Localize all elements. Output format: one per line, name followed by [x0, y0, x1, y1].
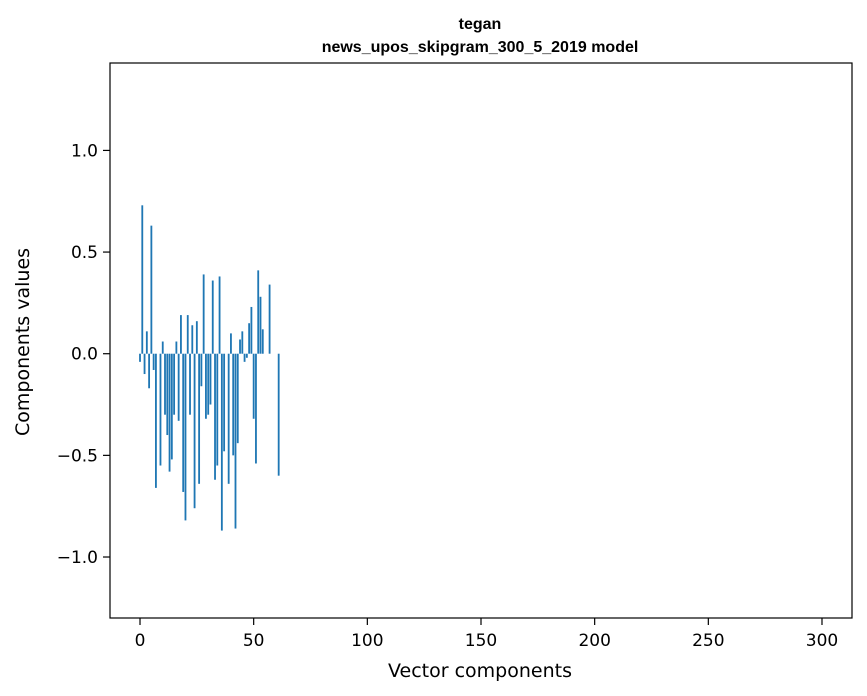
x-tick-label: 50 — [243, 631, 265, 651]
bar — [150, 225, 153, 354]
y-tick-label: −0.5 — [57, 446, 98, 466]
bar — [170, 353, 173, 460]
bar — [209, 353, 212, 405]
y-axis-label: Components values — [12, 248, 34, 436]
bar — [148, 353, 151, 389]
x-tick-label: 100 — [351, 631, 383, 651]
bar — [202, 274, 205, 354]
x-axis-ticks: 0 50 100 150 200 250 300 — [135, 618, 838, 651]
x-axis-label: Vector components — [388, 660, 572, 682]
x-tick-label: 150 — [465, 631, 497, 651]
bar — [245, 353, 248, 358]
bar — [236, 353, 239, 444]
bar — [211, 280, 214, 354]
bar — [232, 353, 235, 456]
bar — [218, 276, 221, 354]
chart-subtitle: news_upos_skipgram_300_5_2019 model — [322, 39, 639, 56]
bar — [248, 323, 251, 354]
bar — [241, 331, 244, 354]
y-tick-label: −1.0 — [57, 548, 98, 568]
bar — [166, 353, 169, 436]
bar — [155, 353, 157, 488]
bar — [143, 353, 146, 375]
bar — [230, 333, 232, 354]
bar — [259, 296, 262, 354]
bar — [184, 353, 187, 521]
bar — [186, 315, 189, 354]
bar — [277, 353, 280, 476]
chart-title: tegan — [459, 16, 502, 33]
bar — [257, 270, 260, 354]
bar — [175, 341, 178, 354]
bar — [152, 353, 155, 370]
bar — [207, 353, 210, 415]
bar — [255, 353, 257, 464]
bar — [252, 353, 255, 419]
bar — [195, 321, 198, 354]
bar — [145, 331, 148, 354]
bar — [268, 284, 271, 354]
bar — [223, 353, 226, 452]
bar — [177, 353, 180, 421]
bar — [161, 341, 164, 354]
bar — [214, 353, 216, 480]
bar — [234, 353, 237, 529]
bar — [198, 353, 201, 484]
bar — [191, 325, 194, 354]
bar — [216, 353, 219, 466]
bar — [227, 353, 230, 484]
bar — [159, 353, 162, 466]
bar — [168, 353, 171, 472]
bar — [180, 315, 182, 354]
x-tick-label: 300 — [806, 631, 838, 651]
bar — [173, 353, 176, 415]
bar — [182, 353, 185, 492]
x-tick-label: 0 — [135, 631, 146, 651]
bar — [200, 353, 203, 387]
bar — [139, 353, 141, 362]
bar — [189, 353, 191, 415]
bar — [205, 353, 207, 419]
bar — [261, 329, 264, 354]
bar-series — [139, 205, 280, 531]
bar — [141, 205, 144, 354]
bar — [164, 353, 166, 415]
bar — [239, 339, 241, 354]
y-axis-ticks: −1.0 −0.5 0.0 0.5 1.0 — [57, 141, 110, 568]
bar — [250, 306, 253, 354]
y-tick-label: 1.0 — [71, 141, 98, 161]
y-tick-label: 0.5 — [71, 243, 98, 263]
bar — [193, 353, 196, 509]
bar — [220, 353, 223, 531]
x-tick-label: 200 — [578, 631, 610, 651]
bar — [243, 353, 246, 362]
x-tick-label: 250 — [692, 631, 724, 651]
y-tick-label: 0.0 — [71, 345, 98, 365]
